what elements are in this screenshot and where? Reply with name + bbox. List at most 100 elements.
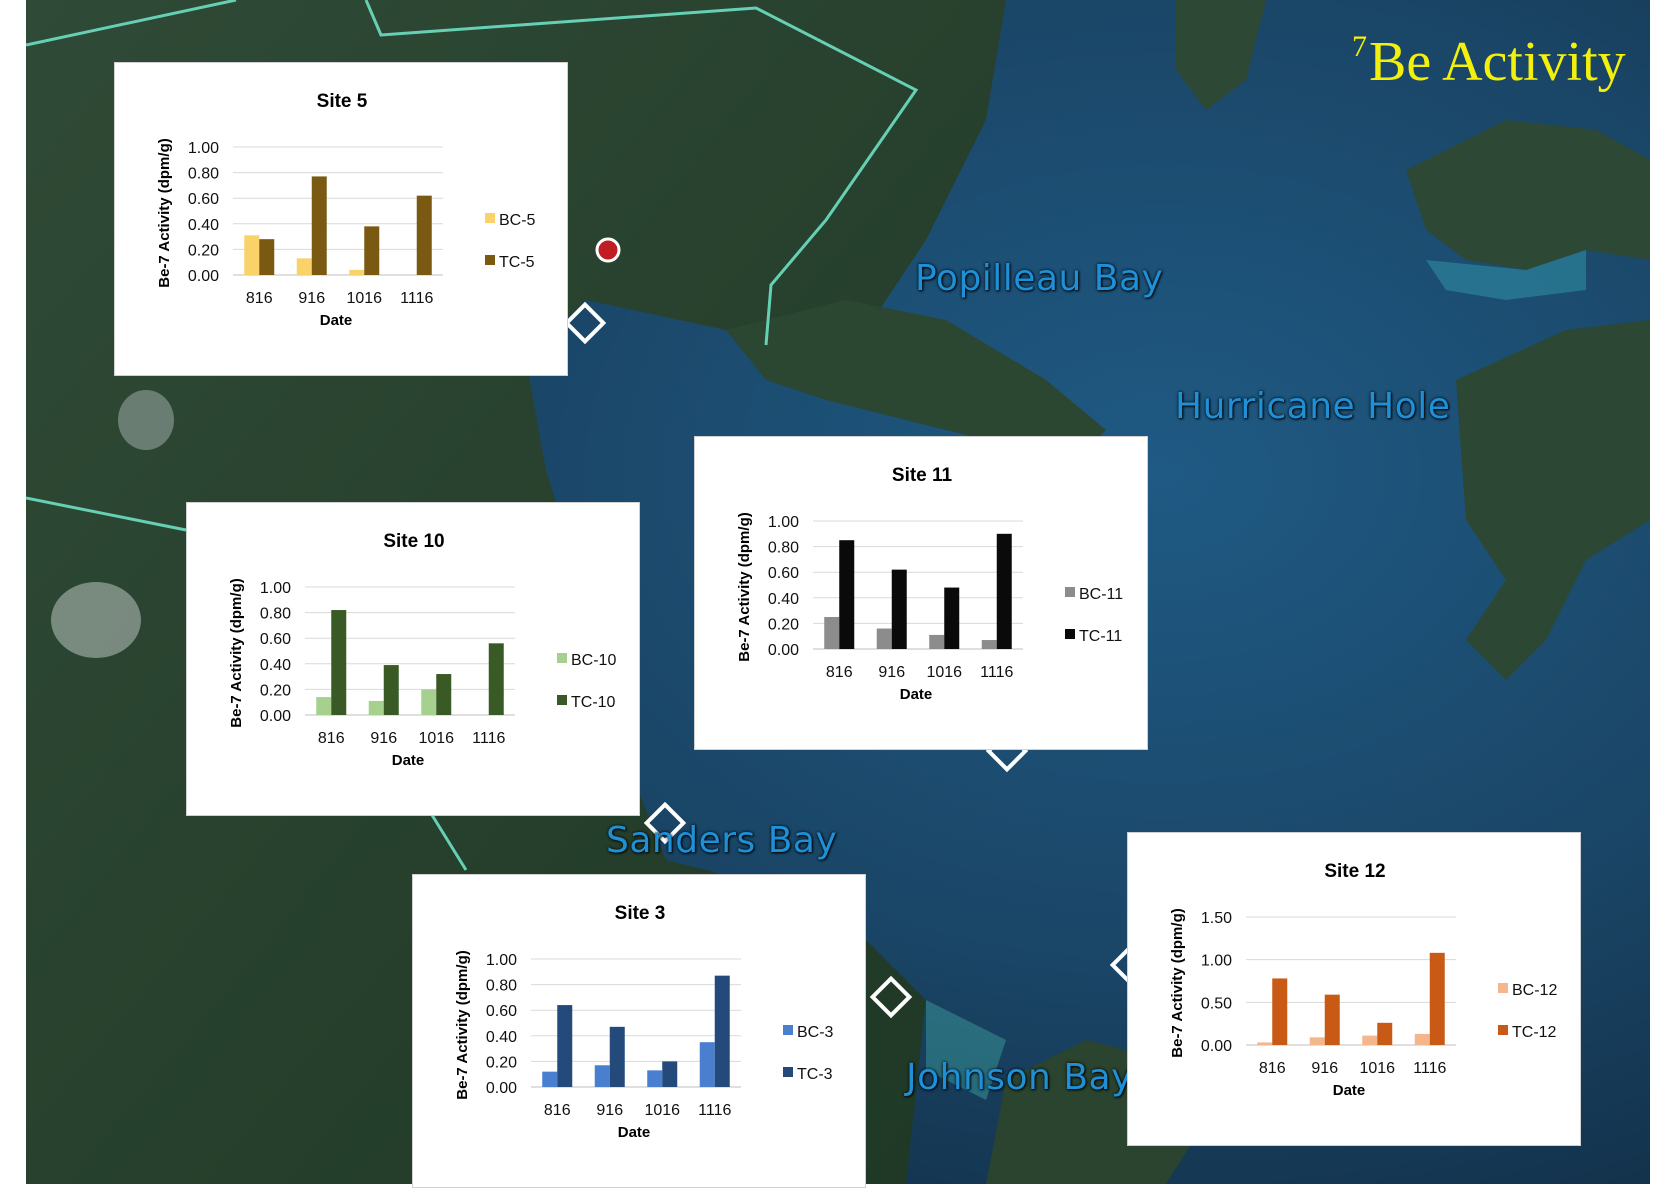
bar-bc-3 <box>647 1070 663 1087</box>
y-axis-label: Be-7 Activity (dpm/g) <box>454 950 471 1099</box>
slide-title: 7Be Activity <box>1352 30 1626 94</box>
bar-tc-12 <box>1377 1022 1393 1045</box>
legend-swatch-bc-3 <box>783 1025 793 1035</box>
x-tick-label: 1116 <box>980 664 1013 681</box>
y-tick-label: 0.80 <box>768 540 799 557</box>
y-tick-label: 0.00 <box>486 1080 517 1097</box>
x-axis-label: Date <box>392 752 425 769</box>
legend-label-bc-10: BC-10 <box>571 652 616 669</box>
chart-title: Site 11 <box>892 465 953 486</box>
y-tick-label: 0.80 <box>188 166 219 183</box>
y-tick-label: 0.40 <box>768 591 799 608</box>
y-tick-label: 0.40 <box>260 657 291 674</box>
x-tick-label: 1016 <box>926 664 962 681</box>
waypoint-diamond[interactable] <box>643 801 687 845</box>
x-tick-label: 1116 <box>698 1102 731 1119</box>
chart-site12: Site 12 0.00 0.50 1.00 1.50 816 916 1016 1116 Dat… <box>1127 832 1581 1146</box>
site11-svg: Site 11 0.00 0.20 0.40 0.60 0.80 1.00 816 916 101… <box>736 465 1123 703</box>
chart-site3: Site 3 0.00 0.20 0.40 0.60 0.80 1.00 816 916 1016… <box>412 874 866 1188</box>
bar-tc-10 <box>331 610 347 715</box>
legend-swatch-bc-12 <box>1498 983 1508 993</box>
y-tick-label: 0.60 <box>768 565 799 582</box>
land-islet-north <box>1176 0 1266 110</box>
label-hurricane-hole: Hurricane Hole <box>1175 386 1451 427</box>
bar-tc-11 <box>944 587 960 649</box>
legend-swatch-bc-10 <box>557 653 567 663</box>
bar-tc-11 <box>996 533 1012 649</box>
site3-svg: Site 3 0.00 0.20 0.40 0.60 0.80 1.00 816 916 1016… <box>454 903 834 1141</box>
bar-tc-12 <box>1272 978 1288 1045</box>
boundary-line <box>26 496 187 532</box>
x-axis-label: Date <box>320 312 353 329</box>
legend-label-bc-11: BC-11 <box>1079 586 1123 603</box>
x-tick-label: 816 <box>246 290 273 307</box>
bar-tc-3 <box>557 1005 573 1087</box>
bar-tc-11 <box>891 569 907 649</box>
title-superscript: 7 <box>1352 30 1367 63</box>
chart-title: Site 5 <box>317 91 368 112</box>
waypoint-diamond[interactable] <box>869 975 913 1019</box>
bar-bc-12 <box>1257 1042 1273 1045</box>
legend-label-tc-5: TC-5 <box>499 254 535 271</box>
site-marker[interactable] <box>595 237 621 263</box>
y-tick-label: 0.00 <box>1201 1038 1232 1055</box>
x-tick-label: 1016 <box>1359 1060 1395 1077</box>
bar-tc-10 <box>383 665 399 715</box>
y-tick-label: 0.60 <box>260 631 291 648</box>
y-tick-label: 0.60 <box>188 191 219 208</box>
y-tick-label: 0.40 <box>486 1029 517 1046</box>
x-tick-label: 1016 <box>346 290 382 307</box>
y-tick-label: 0.50 <box>1201 995 1232 1012</box>
y-tick-label: 0.20 <box>188 242 219 259</box>
x-tick-label: 1116 <box>400 290 433 307</box>
y-tick-label: 0.00 <box>768 642 799 659</box>
x-tick-label: 916 <box>370 730 397 747</box>
chart-title: Site 10 <box>383 531 444 552</box>
bar-tc-12 <box>1324 994 1340 1045</box>
y-tick-label: 0.20 <box>486 1054 517 1071</box>
chart-site10: Site 10 0.00 0.20 0.40 0.60 0.80 1.00 816 916 101… <box>186 502 640 816</box>
legend-label-tc-3: TC-3 <box>797 1066 833 1083</box>
x-tick-label: 1116 <box>1413 1060 1446 1077</box>
bar-tc-3 <box>609 1026 625 1087</box>
x-tick-label: 816 <box>318 730 345 747</box>
y-tick-label: 1.00 <box>1201 953 1232 970</box>
bar-bc-3 <box>699 1042 715 1087</box>
reef-east <box>1426 250 1586 300</box>
bar-bc-11 <box>981 640 997 649</box>
waypoint-diamond[interactable] <box>563 301 607 345</box>
legend-swatch-tc-10 <box>557 695 567 705</box>
label-johnson-bay: Johnson Bay <box>906 1057 1133 1098</box>
chart-site11: Site 11 0.00 0.20 0.40 0.60 0.80 1.00 816 916 101… <box>694 436 1148 750</box>
land-headland-east <box>1456 320 1650 680</box>
y-axis-label: Be-7 Activity (dpm/g) <box>228 578 245 727</box>
boundary-line <box>364 0 919 346</box>
reef-south <box>926 1000 1006 1100</box>
bar-bc-12 <box>1362 1035 1378 1045</box>
y-tick-label: 1.50 <box>1201 910 1232 927</box>
bar-tc-3 <box>662 1061 678 1087</box>
bar-tc-5 <box>311 176 327 275</box>
title-text: Be Activity <box>1369 31 1626 93</box>
y-tick-label: 1.00 <box>260 580 291 597</box>
site5-svg: Site 5 0.00 0.20 0.40 0.60 0.80 1.00 816 916 1016… <box>156 91 536 329</box>
x-axis-label: Date <box>900 686 933 703</box>
chart-title: Site 3 <box>615 903 666 924</box>
site10-svg: Site 10 0.00 0.20 0.40 0.60 0.80 1.00 816 916 101… <box>228 531 616 769</box>
y-tick-label: 0.20 <box>768 616 799 633</box>
bar-bc-12 <box>1309 1037 1325 1045</box>
land-island-east <box>1406 120 1650 270</box>
legend-label-bc-5: BC-5 <box>499 212 536 229</box>
chart-title: Site 12 <box>1324 861 1385 882</box>
label-popilleau-bay: Popilleau Bay <box>915 258 1164 299</box>
bar-bc-10 <box>368 700 384 715</box>
legend-swatch-tc-5 <box>485 255 495 265</box>
x-axis-label: Date <box>1333 1082 1366 1099</box>
y-tick-label: 0.40 <box>188 217 219 234</box>
x-tick-label: 916 <box>878 664 905 681</box>
x-tick-label: 816 <box>826 664 853 681</box>
chart-site5: Site 5 0.00 0.20 0.40 0.60 0.80 1.00 816 916 1016… <box>114 62 568 376</box>
bar-bc-3 <box>542 1071 558 1087</box>
y-tick-label: 0.20 <box>260 682 291 699</box>
bar-tc-3 <box>714 975 730 1087</box>
